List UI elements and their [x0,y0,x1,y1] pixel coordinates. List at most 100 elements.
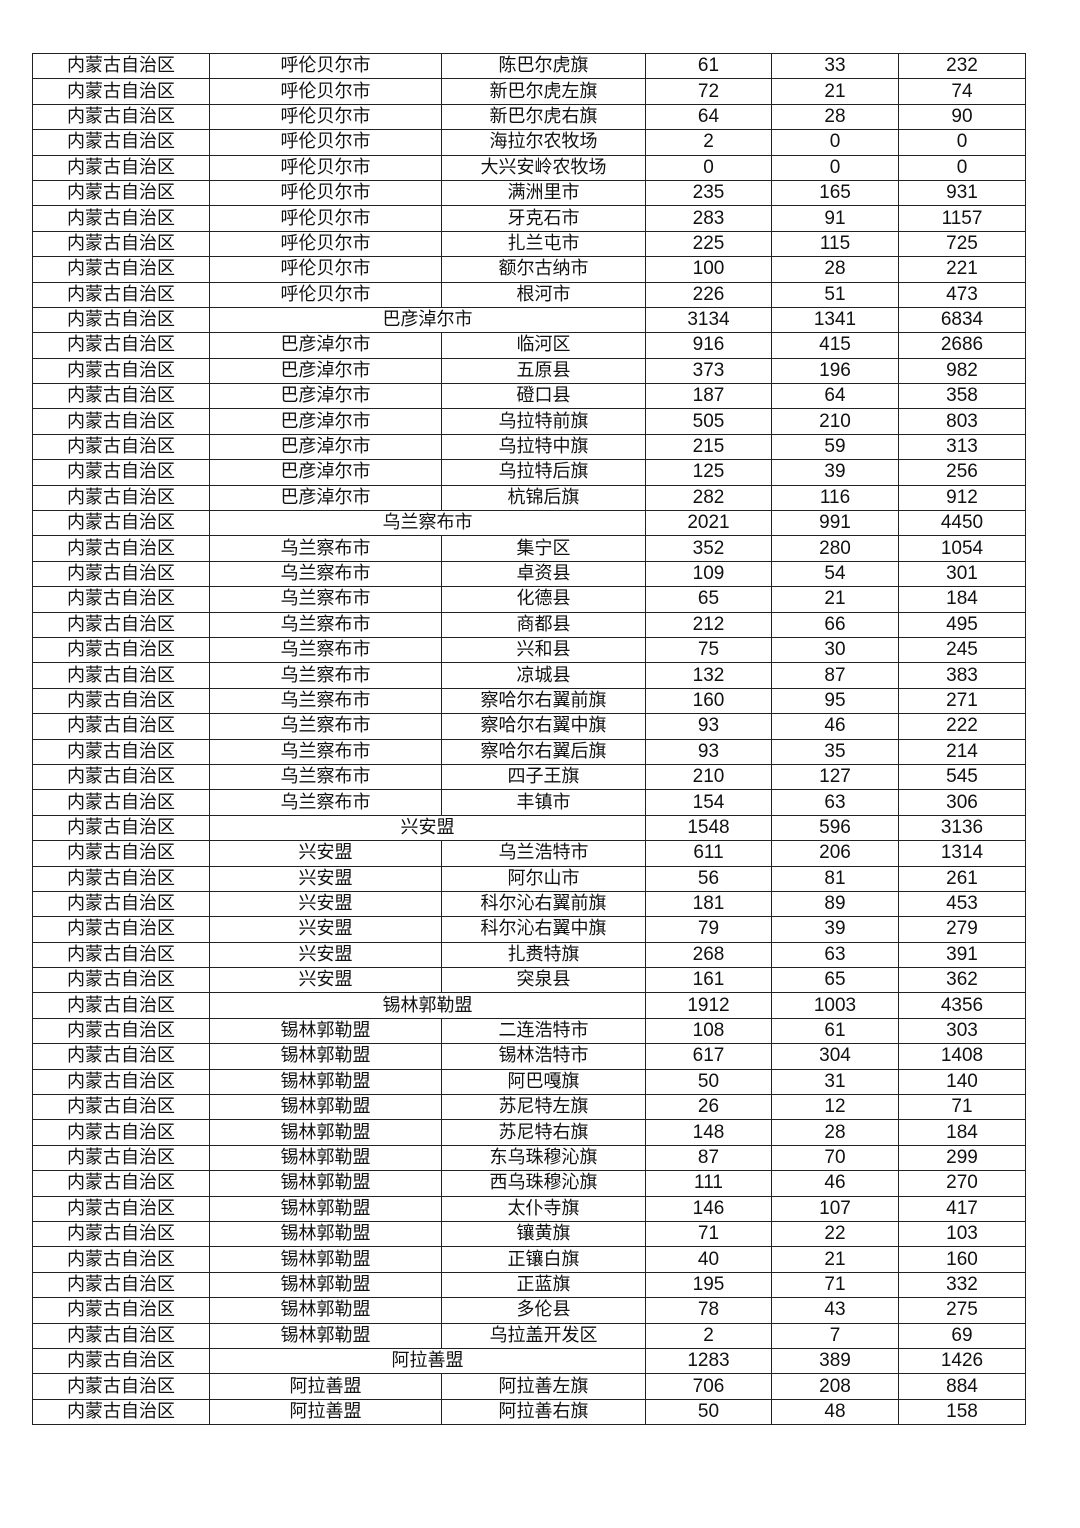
province-cell: 内蒙古自治区 [32,535,210,562]
province-cell: 内蒙古自治区 [32,1297,210,1324]
table-row: 内蒙古自治区 呼伦贝尔市 新巴尔虎右旗 64 28 90 [32,103,1026,131]
table-row: 内蒙古自治区 巴彦淖尔市 乌拉特前旗 505 210 803 [32,408,1026,435]
value-cell-2: 389 [771,1347,899,1375]
value-cell-1: 611 [645,840,772,867]
value-cell-3: 6834 [898,306,1026,334]
province-cell: 内蒙古自治区 [32,332,210,359]
value-cell-2: 210 [771,408,899,435]
table-row: 内蒙古自治区 巴彦淖尔市 五原县 373 196 982 [32,357,1026,385]
value-cell-2: 71 [771,1271,899,1299]
county-cell: 新巴尔虎右旗 [441,103,646,131]
province-cell: 内蒙古自治区 [32,1271,210,1299]
city-cell: 锡林郭勒盟 [209,1094,442,1121]
province-cell: 内蒙古自治区 [32,687,210,715]
province-cell: 内蒙古自治区 [32,1017,210,1045]
value-cell-1: 161 [645,967,772,994]
county-cell: 东乌珠穆沁旗 [441,1144,646,1172]
city-subtotal-cell: 阿拉善盟 [209,1347,646,1375]
county-cell: 磴口县 [441,383,646,410]
city-cell: 乌兰察布市 [209,687,442,715]
table-row: 内蒙古自治区 呼伦贝尔市 扎兰屯市 225 115 725 [32,230,1026,258]
table-row: 内蒙古自治区 巴彦淖尔市 乌拉特中旗 215 59 313 [32,433,1026,461]
value-cell-1: 706 [645,1373,772,1400]
county-cell: 化德县 [441,586,646,613]
value-cell-2: 65 [771,967,899,994]
value-cell-2: 7 [771,1322,899,1349]
value-cell-2: 39 [771,916,899,943]
value-cell-2: 991 [771,510,899,537]
county-cell: 镶黄旗 [441,1220,646,1248]
county-cell: 阿拉善右旗 [441,1398,646,1426]
county-cell: 牙克石市 [441,205,646,232]
table-row: 内蒙古自治区 锡林郭勒盟 锡林浩特市 617 304 1408 [32,1043,1026,1070]
value-cell-2: 12 [771,1094,899,1121]
value-cell-3: 495 [898,611,1026,638]
value-cell-1: 352 [645,535,772,562]
table-row: 内蒙古自治区 呼伦贝尔市 陈巴尔虎旗 61 33 232 [32,52,1026,80]
county-cell: 正镶白旗 [441,1246,646,1273]
value-cell-1: 2021 [645,510,772,537]
table-row: 内蒙古自治区 锡林郭勒盟 东乌珠穆沁旗 87 70 299 [32,1144,1026,1172]
county-cell: 察哈尔右翼前旗 [441,687,646,715]
table-row: 内蒙古自治区 乌兰察布市 凉城县 132 87 383 [32,662,1026,689]
value-cell-1: 40 [645,1246,772,1273]
table-row: 内蒙古自治区 锡林郭勒盟 阿巴嘎旗 50 31 140 [32,1068,1026,1096]
subtotal-row: 内蒙古自治区 兴安盟 1548 596 3136 [32,814,1026,842]
county-cell: 扎赉特旗 [441,941,646,969]
value-cell-2: 304 [771,1043,899,1070]
value-cell-3: 90 [898,103,1026,131]
county-cell: 凉城县 [441,662,646,689]
city-cell: 巴彦淖尔市 [209,459,442,486]
province-cell: 内蒙古自治区 [32,281,210,308]
table-row: 内蒙古自治区 兴安盟 科尔沁右翼中旗 79 39 279 [32,916,1026,943]
value-cell-1: 373 [645,357,772,385]
value-cell-3: 362 [898,967,1026,994]
province-cell: 内蒙古自治区 [32,1195,210,1222]
table-row: 内蒙古自治区 乌兰察布市 察哈尔右翼中旗 93 46 222 [32,713,1026,740]
county-cell: 商都县 [441,611,646,638]
table-row: 内蒙古自治区 锡林郭勒盟 乌拉盖开发区 2 7 69 [32,1322,1026,1349]
value-cell-3: 931 [898,179,1026,207]
table-row: 内蒙古自治区 乌兰察布市 兴和县 75 30 245 [32,636,1026,664]
city-cell: 呼伦贝尔市 [209,103,442,131]
value-cell-1: 282 [645,484,772,512]
value-cell-2: 0 [771,154,899,181]
county-cell: 科尔沁右翼中旗 [441,916,646,943]
value-cell-3: 2686 [898,332,1026,359]
value-cell-1: 64 [645,103,772,131]
value-cell-1: 210 [645,763,772,791]
province-cell: 内蒙古自治区 [32,738,210,765]
county-cell: 乌兰浩特市 [441,840,646,867]
county-cell: 兴和县 [441,636,646,664]
county-cell: 阿拉善左旗 [441,1373,646,1400]
province-cell: 内蒙古自治区 [32,814,210,842]
value-cell-1: 56 [645,865,772,892]
value-cell-3: 160 [898,1246,1026,1273]
county-cell: 察哈尔右翼后旗 [441,738,646,765]
value-cell-3: 275 [898,1297,1026,1324]
value-cell-2: 415 [771,332,899,359]
value-cell-3: 221 [898,256,1026,283]
city-cell: 呼伦贝尔市 [209,154,442,181]
province-cell: 内蒙古自治区 [32,890,210,918]
city-cell: 锡林郭勒盟 [209,1068,442,1096]
value-cell-2: 66 [771,611,899,638]
province-cell: 内蒙古自治区 [32,1220,210,1248]
city-cell: 锡林郭勒盟 [209,1043,442,1070]
value-cell-1: 235 [645,179,772,207]
city-cell: 乌兰察布市 [209,713,442,740]
city-cell: 呼伦贝尔市 [209,129,442,156]
county-cell: 阿尔山市 [441,865,646,892]
value-cell-1: 187 [645,383,772,410]
value-cell-1: 26 [645,1094,772,1121]
value-cell-2: 116 [771,484,899,512]
table-row: 内蒙古自治区 乌兰察布市 卓资县 109 54 301 [32,560,1026,588]
value-cell-1: 268 [645,941,772,969]
value-cell-2: 1003 [771,992,899,1019]
county-cell: 阿巴嘎旗 [441,1068,646,1096]
county-cell: 集宁区 [441,535,646,562]
city-cell: 乌兰察布市 [209,636,442,664]
province-cell: 内蒙古自治区 [32,636,210,664]
value-cell-3: 982 [898,357,1026,385]
city-cell: 呼伦贝尔市 [209,281,442,308]
